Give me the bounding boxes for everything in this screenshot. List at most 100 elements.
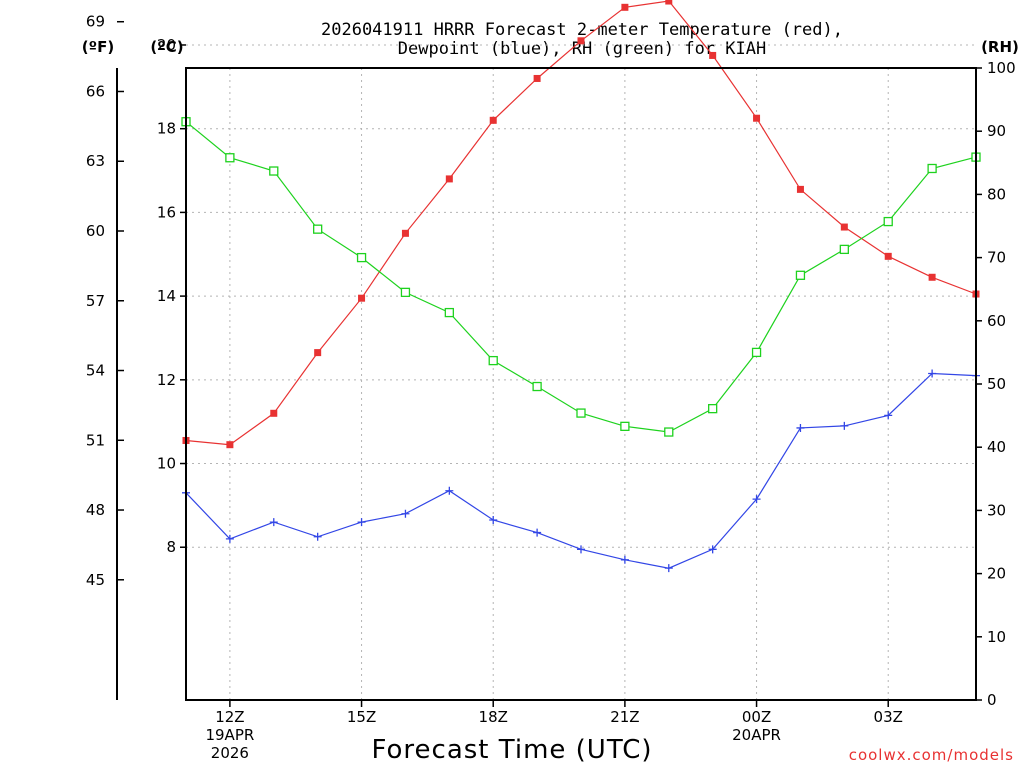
dewpoint-point [708,545,717,554]
fahrenheit-unit-label: (ºF) [82,38,114,56]
x-tick-label: 12Z [215,708,244,726]
series-layer [181,0,981,573]
temperature-point [533,74,541,82]
grid-layer [186,44,976,700]
rh-tick-label: 60 [987,312,1006,330]
dewpoint-point [489,516,498,525]
rh-tick-label: 90 [987,122,1006,140]
fahrenheit-tick-label: 66 [86,82,105,100]
x-tick-label: 19APR [205,726,254,744]
dewpoint-point [357,518,366,527]
dewpoint-point [928,369,937,378]
temperature-point [928,273,936,281]
x-tick-label: 03Z [874,708,903,726]
celsius-tick-label: 18 [157,120,176,138]
rh-tick-label: 20 [987,565,1006,583]
temperature-point [796,185,804,193]
celsius-unit-label: (ºC) [150,38,183,56]
dewpoint-point [840,421,849,430]
rh-tick-label: 70 [987,249,1006,267]
rh-tick-label: 100 [987,59,1016,77]
fahrenheit-tick-label: 57 [86,292,105,310]
fahrenheit-tick-label: 69 [86,13,105,31]
dewpoint-point [533,528,542,537]
celsius-tick-label: 8 [166,538,176,556]
credit-text: coolwx.com/models [849,746,1014,764]
dewpoint-point [577,545,585,554]
rh-point [664,427,674,437]
celsius-tick-label: 10 [157,455,176,473]
dewpoint-point [752,495,761,504]
rh-point [795,270,806,280]
rh-tick-label: 30 [987,501,1006,519]
temperature-point [270,409,278,417]
celsius-tick-label: 12 [157,371,176,389]
fahrenheit-tick-label: 45 [86,571,105,589]
rh-point [225,153,235,163]
x-tick-label: 15Z [347,708,376,726]
temperature-point [401,229,409,237]
x-tick-label: 18Z [479,708,508,726]
rh-point [356,252,367,263]
rh-point [576,408,586,418]
dewpoint-point [664,564,673,573]
rh-tick-label: 0 [987,691,997,709]
temperature-point [840,223,848,231]
rh-unit-label: (RH) [981,38,1019,56]
dewpoint-point [884,411,893,420]
rh-point [313,224,323,234]
temperature-point [445,175,453,183]
fahrenheit-tick-label: 48 [86,501,105,519]
rh-point [708,403,718,414]
fahrenheit-tick-label: 63 [86,152,105,170]
fahrenheit-tick-label: 51 [86,431,105,449]
temperature-point [577,37,585,45]
dewpoint-point [445,486,454,495]
x-axis-title: Forecast Time (UTC) [371,735,652,765]
rh-point [751,347,762,358]
temperature-point [358,294,366,302]
temperature-point [753,114,761,122]
temperature-point [226,441,234,449]
rh-tick-label: 40 [987,438,1006,456]
dewpoint-point [401,509,410,518]
fahrenheit-tick-label: 54 [86,362,105,380]
celsius-tick-label: 20 [157,36,176,54]
temperature-point [314,349,322,357]
rh-point [444,307,454,318]
rh-tick-label: 50 [987,375,1006,393]
rh-line [185,121,977,433]
x-tick-label: 00Z [742,708,771,726]
chart-title-line-1: 2026041911 HRRR Forecast 2-meter Tempera… [321,20,843,40]
dewpoint-line [185,372,977,569]
dewpoint-point [225,534,234,543]
celsius-tick-label: 16 [157,203,176,221]
x-tick-label: 21Z [610,708,639,726]
x-tick-label: 20APR [732,726,781,744]
temperature-point [709,51,717,59]
rh-point [532,381,542,392]
celsius-tick-label: 14 [157,287,176,305]
rh-tick-label: 10 [987,628,1006,646]
rh-point [620,421,630,431]
temperature-point [884,252,892,260]
dewpoint-point [620,555,629,564]
fahrenheit-tick-label: 60 [86,222,105,240]
rh-tick-label: 80 [987,185,1006,203]
rh-point [927,163,937,174]
rh-point [883,216,893,227]
dewpoint-point [796,423,805,432]
x-tick-label: 2026 [211,744,249,762]
temperature-point [621,3,629,11]
dewpoint-point [269,518,278,527]
dewpoint-point [313,532,322,541]
temperature-point [489,116,497,124]
rh-point [839,244,849,255]
rh-point [488,355,498,366]
chart-title-line-2: Dewpoint (blue), RH (green) for KIAH [398,39,766,59]
plot-frame [185,67,977,701]
rh-point [400,287,411,298]
temperature-point [665,0,673,5]
